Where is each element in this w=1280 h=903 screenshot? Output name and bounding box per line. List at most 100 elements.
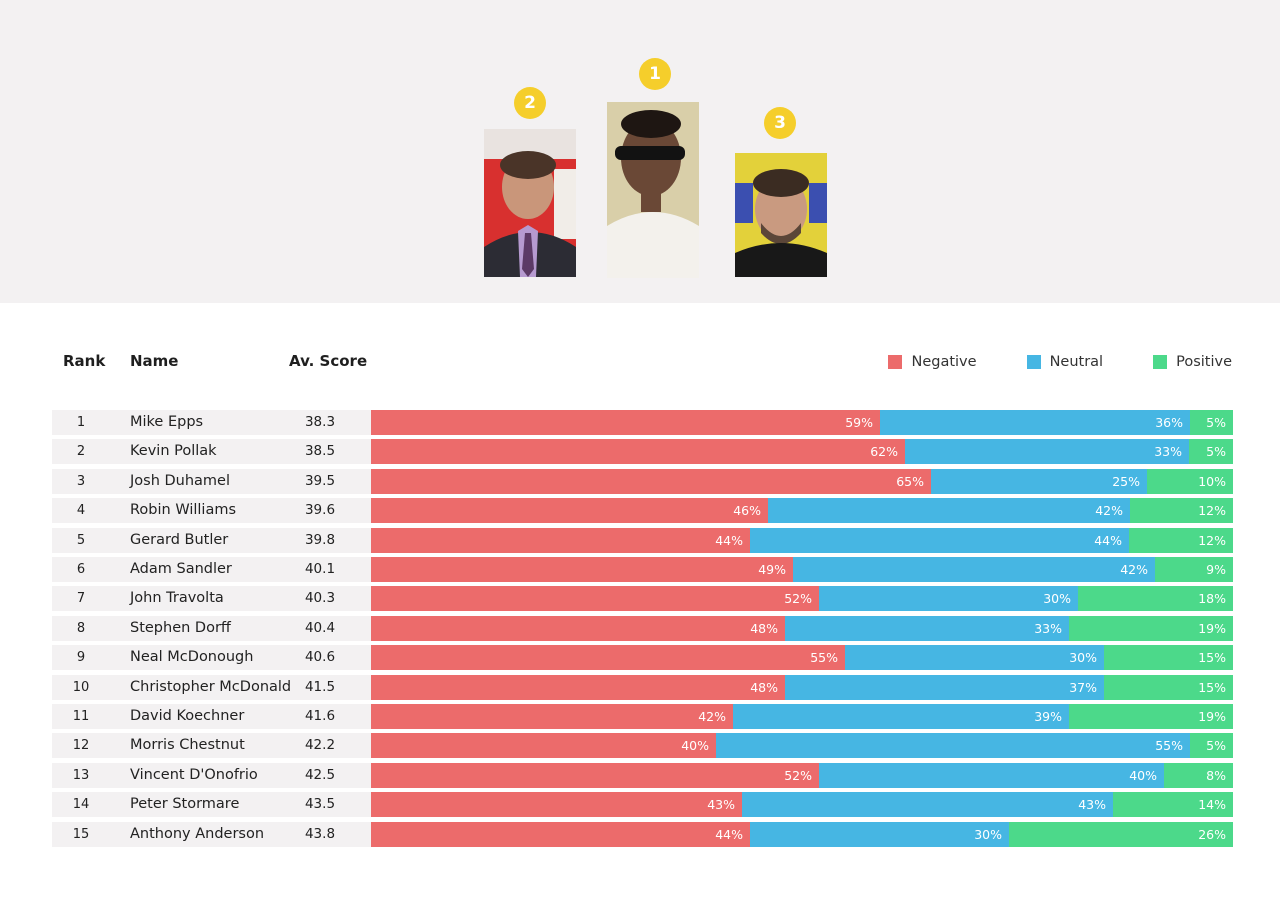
row-background (52, 792, 371, 817)
score-cell: 39.5 (304, 473, 336, 489)
data-label-positive: 5% (1206, 415, 1226, 430)
score-cell: 41.5 (304, 679, 336, 695)
data-label-neutral: 36% (1155, 415, 1183, 430)
data-label-negative: 65% (896, 474, 924, 489)
stacked-bar: 44% 44% 12% (371, 528, 1233, 553)
score-cell: 39.6 (304, 502, 336, 518)
row-background (52, 439, 371, 464)
legend-item-positive: Positive (1153, 354, 1232, 370)
bar-segment-negative: 46% (371, 498, 768, 523)
rank-cell: 6 (76, 562, 86, 577)
score-cell: 43.5 (304, 796, 336, 812)
rank-cell: 4 (76, 503, 86, 518)
bar-segment-neutral: 42% (793, 557, 1155, 582)
bar-segment-positive: 5% (1190, 410, 1233, 435)
name-cell: Adam Sandler (130, 561, 232, 577)
bar-segment-positive: 5% (1190, 733, 1233, 758)
table-row: 9 Neal McDonough 40.6 55% 30% 15% (52, 645, 1233, 670)
name-cell: Stephen Dorff (130, 620, 231, 636)
bar-segment-negative: 52% (371, 586, 819, 611)
name-cell: John Travolta (130, 590, 224, 606)
data-label-positive: 15% (1198, 650, 1226, 665)
bar-segment-positive: 19% (1069, 704, 1233, 729)
legend-item-neutral: Neutral (1026, 354, 1104, 370)
rank-badge-2: 2 (514, 87, 546, 119)
name-cell: Neal McDonough (130, 649, 254, 665)
data-label-negative: 44% (715, 827, 743, 842)
data-label-negative: 43% (707, 797, 735, 812)
data-label-positive: 5% (1206, 444, 1226, 459)
rank-badge-1: 1 (639, 58, 671, 90)
row-background (52, 469, 371, 494)
rank-cell: 2 (76, 444, 86, 459)
table-header: Rank Name Av. Score Negative Neutral Posit… (0, 340, 1280, 380)
bar-segment-negative: 40% (371, 733, 716, 758)
row-background (52, 733, 371, 758)
data-label-neutral: 33% (1034, 621, 1062, 636)
bar-segment-neutral: 37% (785, 675, 1104, 700)
legend-label-neutral: Neutral (1049, 354, 1104, 370)
data-label-negative: 52% (784, 768, 812, 783)
stacked-bar: 52% 40% 8% (371, 763, 1233, 788)
data-label-negative: 44% (715, 533, 743, 548)
photo-mike-epps (607, 102, 699, 278)
bar-segment-positive: 5% (1189, 439, 1233, 464)
score-cell: 40.1 (304, 561, 336, 577)
rank-cell: 14 (72, 797, 90, 812)
name-cell: Gerard Butler (130, 532, 229, 548)
table-row: 4 Robin Williams 39.6 46% 42% 12% (52, 498, 1233, 523)
name-cell: Josh Duhamel (130, 473, 231, 489)
score-cell: 38.3 (304, 414, 336, 430)
bar-segment-positive: 18% (1078, 586, 1233, 611)
bar-segment-negative: 49% (371, 557, 793, 582)
data-label-negative: 40% (681, 738, 709, 753)
bar-segment-negative: 44% (371, 822, 750, 847)
legend-swatch-neutral (1026, 355, 1041, 369)
legend-label-positive: Positive (1176, 354, 1232, 370)
name-cell: David Koechner (130, 708, 245, 724)
legend: Negative Neutral Positive (838, 354, 1232, 370)
bar-segment-positive: 12% (1130, 498, 1233, 523)
data-label-neutral: 42% (1120, 562, 1148, 577)
bar-segment-neutral: 42% (768, 498, 1130, 523)
data-label-negative: 48% (750, 680, 778, 695)
row-background (52, 410, 371, 435)
bar-segment-positive: 15% (1104, 645, 1233, 670)
data-label-positive: 12% (1198, 533, 1226, 548)
stacked-bar: 52% 30% 18% (371, 586, 1233, 611)
data-label-positive: 18% (1198, 591, 1226, 606)
name-cell: Robin Williams (130, 502, 237, 518)
data-label-neutral: 43% (1078, 797, 1106, 812)
rank-badge-3: 3 (764, 107, 796, 139)
name-cell: Morris Chestnut (130, 737, 245, 753)
rank-cell: 15 (72, 827, 90, 842)
data-label-positive: 12% (1198, 503, 1226, 518)
bar-segment-negative: 43% (371, 792, 742, 817)
row-background (52, 528, 371, 553)
bar-segment-negative: 44% (371, 528, 750, 553)
data-label-neutral: 30% (974, 827, 1002, 842)
data-label-positive: 19% (1198, 621, 1226, 636)
data-label-negative: 48% (750, 621, 778, 636)
table-row: 3 Josh Duhamel 39.5 65% 25% 10% (52, 469, 1233, 494)
header-rank: Rank (63, 352, 106, 370)
data-label-neutral: 42% (1095, 503, 1123, 518)
bar-segment-positive: 9% (1155, 557, 1233, 582)
data-label-positive: 14% (1198, 797, 1226, 812)
header-name: Name (130, 352, 179, 370)
legend-item-negative: Negative (888, 354, 977, 370)
name-cell: Anthony Anderson (130, 826, 265, 842)
stacked-bar: 55% 30% 15% (371, 645, 1233, 670)
stacked-bar: 49% 42% 9% (371, 557, 1233, 582)
data-label-positive: 10% (1198, 474, 1226, 489)
data-label-neutral: 37% (1069, 680, 1097, 695)
data-label-negative: 62% (870, 444, 898, 459)
score-cell: 38.5 (304, 443, 336, 459)
score-cell: 41.6 (304, 708, 336, 724)
stacked-bar: 40% 55% 5% (371, 733, 1233, 758)
stacked-bar: 48% 33% 19% (371, 616, 1233, 641)
podium: 2 1 (0, 0, 1280, 303)
bar-segment-neutral: 40% (819, 763, 1164, 788)
name-cell: Peter Stormare (130, 796, 240, 812)
score-cell: 43.8 (304, 826, 336, 842)
